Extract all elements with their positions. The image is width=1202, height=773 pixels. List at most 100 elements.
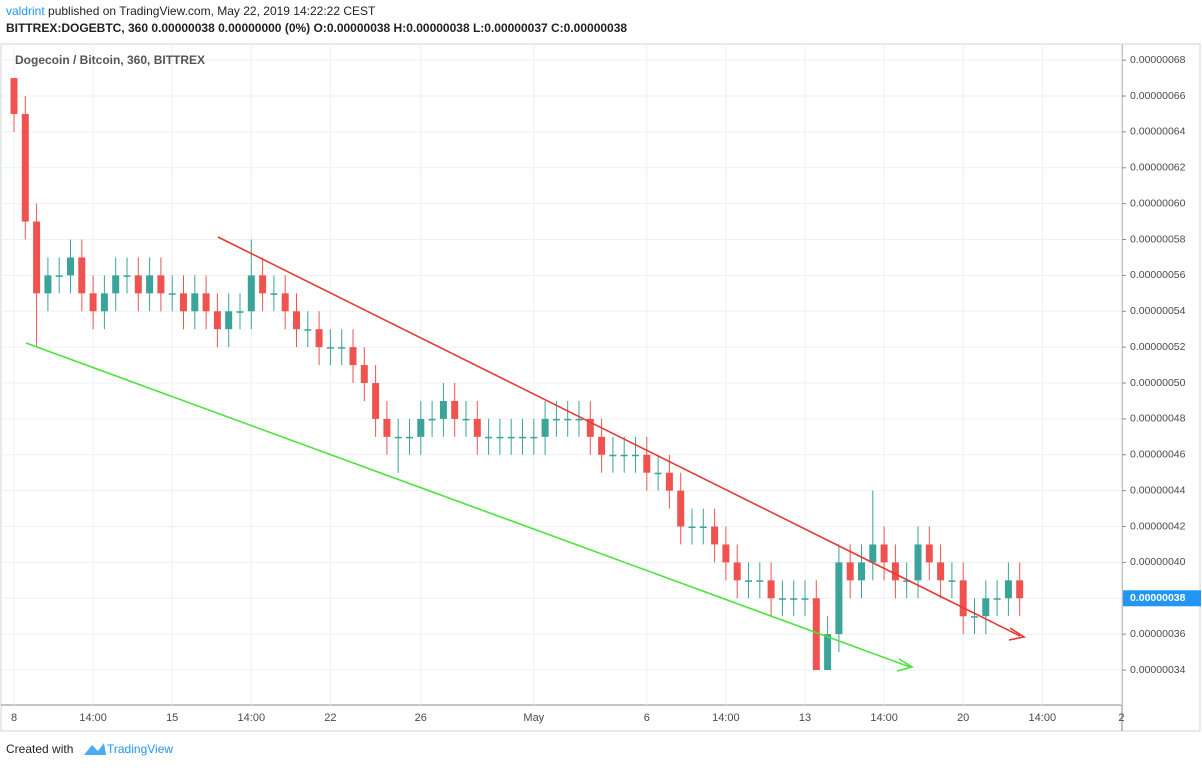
candle-body — [846, 562, 854, 581]
candle-body — [507, 436, 515, 439]
grid: 0.00000034 0.00000036 0.00000038 0.00000040… — [1, 44, 1186, 724]
y-tick-label: 0.00000048 — [1130, 413, 1186, 425]
candle-body — [632, 454, 639, 457]
y-tick-label: 0.00000064 — [1130, 126, 1186, 138]
y-tick-label: 0.00000066 — [1130, 90, 1186, 102]
y-tick-label: 0.00000036 — [1130, 628, 1186, 640]
candle-body — [767, 580, 775, 599]
candle-body — [869, 544, 877, 563]
publish-info: published on TradingView.com, May 22, 20… — [48, 4, 376, 18]
candle-body — [202, 293, 210, 312]
chart-frame — [0, 43, 1201, 732]
candle-body — [801, 598, 809, 600]
x-tick-label: 13 — [799, 712, 811, 724]
candle-body — [609, 454, 617, 457]
candle-body — [564, 418, 572, 421]
y-tick-label: 0.00000044 — [1130, 484, 1186, 496]
candle-body — [236, 311, 244, 313]
candle-body — [394, 436, 402, 439]
resistance-line — [217, 236, 1021, 637]
candle-body — [100, 293, 108, 312]
candle-body — [21, 113, 29, 222]
footer-brand[interactable]: TradingView — [107, 742, 173, 756]
candle-body — [654, 472, 662, 475]
candle-body — [349, 347, 357, 366]
candle-body — [78, 257, 86, 294]
candle-body — [180, 293, 187, 312]
candle-body — [315, 329, 323, 348]
x-tick-label: 15 — [166, 712, 178, 724]
x-tick-label: 14:00 — [238, 712, 266, 724]
candle-body — [778, 598, 786, 600]
candle-body — [338, 347, 346, 349]
x-tick-label: 14:00 — [1029, 712, 1057, 724]
candle-body — [157, 275, 165, 294]
candle-body — [33, 221, 41, 294]
candle-body — [473, 418, 481, 437]
x-tick-label: 6 — [644, 712, 650, 724]
y-tick-label: 0.00000056 — [1130, 269, 1186, 281]
candle-body — [971, 616, 978, 618]
y-tick-label: 0.00000052 — [1130, 341, 1186, 353]
candle-body — [112, 275, 120, 294]
candle-body — [790, 598, 798, 600]
last-price-badge — [1123, 590, 1201, 607]
candle-body — [451, 400, 459, 419]
y-tick-label: 0.00000050 — [1130, 377, 1186, 389]
candle-body — [1016, 580, 1024, 599]
candle-body — [835, 562, 843, 635]
candle-body — [598, 436, 606, 455]
footer-text: Created with — [6, 742, 73, 756]
x-tick-label: 14:00 — [79, 712, 107, 724]
candle-body — [824, 634, 832, 671]
candle-body — [903, 580, 911, 582]
candle-body — [213, 311, 221, 330]
support-line — [25, 342, 911, 668]
candle-body — [677, 490, 685, 527]
candle-body — [293, 311, 300, 330]
candle-body — [914, 544, 922, 581]
candle-body — [812, 598, 820, 671]
candle-body — [552, 418, 560, 421]
candle-body — [530, 436, 538, 439]
candle-body — [880, 544, 888, 563]
x-tick-label: 20 — [957, 712, 969, 724]
y-tick-label: 0.00000060 — [1130, 197, 1186, 209]
candle-body — [55, 275, 63, 277]
candle-body — [44, 275, 52, 294]
candle-body — [225, 311, 233, 330]
author[interactable]: valdrint — [6, 4, 45, 18]
candle-body — [959, 580, 967, 617]
candle-body — [406, 436, 413, 439]
candle-body — [858, 562, 865, 581]
candle-body — [123, 275, 131, 277]
candle-body — [575, 418, 583, 421]
candle-body — [925, 544, 933, 563]
candle-body — [360, 365, 368, 384]
plot — [10, 78, 1024, 671]
candle-body — [665, 472, 673, 491]
candle-body — [67, 257, 74, 276]
candle-body — [417, 418, 425, 437]
y-tick-label: 0.00000042 — [1130, 520, 1186, 532]
candle-body — [722, 544, 730, 563]
x-tick-label: May — [523, 712, 544, 724]
candle-body — [372, 383, 380, 419]
candle-body — [326, 347, 334, 349]
candle-body — [89, 293, 97, 312]
y-tick-label: 0.00000062 — [1130, 162, 1186, 174]
candle-body — [462, 418, 470, 421]
y-tick-label: 0.00000046 — [1130, 449, 1186, 461]
candle-body — [891, 562, 899, 581]
candle-body — [993, 598, 1001, 600]
y-tick-label: 0.00000054 — [1130, 305, 1186, 317]
candle-body — [586, 418, 594, 437]
candle-body — [191, 293, 199, 312]
y-tick-label: 0.00000034 — [1130, 664, 1186, 676]
candle-body — [711, 526, 719, 545]
candle-body — [247, 275, 255, 312]
x-tick-label: 2 — [1118, 712, 1124, 724]
candle-body — [496, 436, 504, 439]
